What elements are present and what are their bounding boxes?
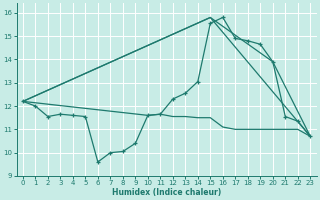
X-axis label: Humidex (Indice chaleur): Humidex (Indice chaleur) bbox=[112, 188, 221, 197]
